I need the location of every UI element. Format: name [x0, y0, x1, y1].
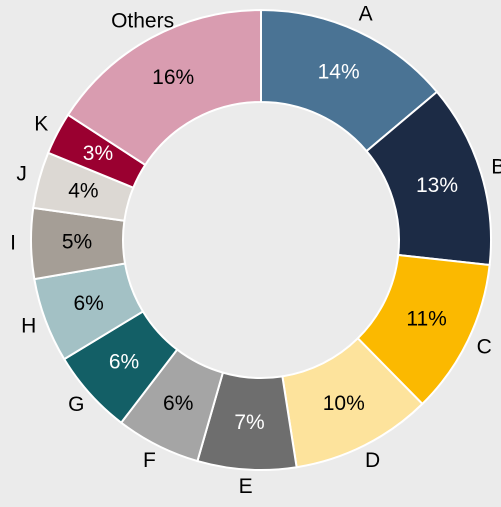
category-label: J	[16, 163, 27, 186]
value-label: 7%	[234, 411, 264, 434]
category-label: C	[477, 336, 492, 359]
value-label: 11%	[406, 308, 446, 331]
value-label: 6%	[109, 350, 139, 373]
category-label: G	[68, 393, 84, 416]
category-label: Others	[111, 10, 174, 33]
category-label: E	[239, 475, 253, 498]
value-label: 13%	[416, 174, 458, 197]
value-label: 4%	[68, 179, 98, 202]
category-label: K	[34, 113, 48, 136]
category-label: D	[365, 449, 380, 472]
value-label: 6%	[73, 292, 103, 315]
value-label: 16%	[152, 66, 194, 89]
category-label: H	[21, 314, 36, 337]
value-label: 10%	[323, 392, 365, 415]
category-label: A	[359, 3, 373, 26]
donut-slice	[66, 8, 262, 167]
value-label: 3%	[83, 142, 113, 165]
value-label: 5%	[62, 230, 92, 253]
value-label: 14%	[318, 61, 360, 84]
category-label: F	[143, 449, 156, 472]
category-label: I	[10, 231, 16, 254]
category-label: B	[491, 155, 501, 178]
value-label: 6%	[163, 392, 193, 415]
